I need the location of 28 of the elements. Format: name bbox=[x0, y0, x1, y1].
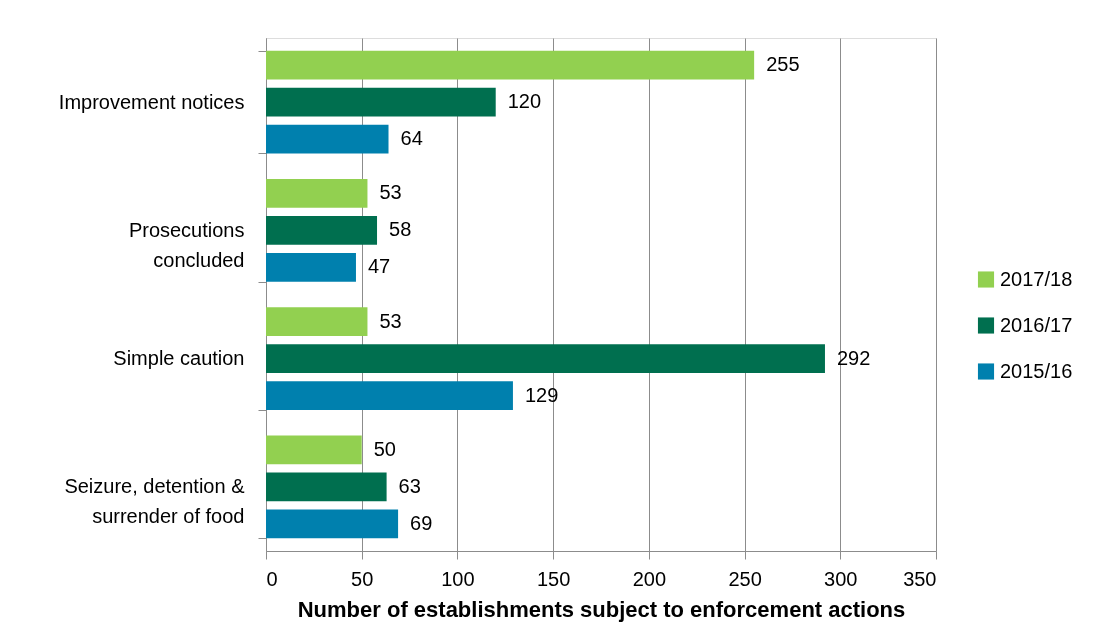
data-label: 63 bbox=[398, 474, 421, 497]
x-tick-label: 0 bbox=[266, 567, 278, 590]
data-label: 292 bbox=[836, 346, 871, 369]
y-tick-label: Seizure, detention & surrender of food bbox=[64, 475, 246, 528]
x-tick-label: 200 bbox=[632, 567, 667, 590]
data-label: 120 bbox=[507, 90, 542, 113]
x-tick-label: 100 bbox=[441, 567, 475, 590]
data-label: 53 bbox=[379, 181, 402, 204]
data-label: 47 bbox=[367, 255, 391, 278]
x-axis-title: Number of establishments subject to enforcement actions bbox=[297, 596, 906, 622]
x-tick-label: 250 bbox=[728, 567, 762, 590]
x-tick-label: 50 bbox=[351, 567, 374, 590]
x-tick-label: 150 bbox=[536, 567, 571, 590]
data-label: 50 bbox=[373, 437, 396, 460]
data-label: 53 bbox=[379, 309, 402, 332]
data-label: 64 bbox=[400, 127, 423, 150]
y-tick-label: Improvement notices bbox=[58, 90, 245, 113]
data-label: 255 bbox=[766, 53, 800, 76]
legend-label: 2016/17 bbox=[1000, 313, 1073, 336]
data-label: 69 bbox=[410, 511, 433, 534]
x-tick-label: 350 bbox=[903, 567, 937, 590]
y-tick-label: Simple caution bbox=[113, 347, 245, 370]
data-label: 58 bbox=[389, 218, 412, 241]
x-tick-label: 300 bbox=[824, 567, 858, 590]
data-label: 129 bbox=[524, 383, 559, 406]
legend-label: 2017/18 bbox=[1000, 267, 1073, 290]
y-tick-label: Prosecutions concluded bbox=[128, 218, 245, 271]
legend-label: 2015/16 bbox=[1000, 359, 1073, 382]
